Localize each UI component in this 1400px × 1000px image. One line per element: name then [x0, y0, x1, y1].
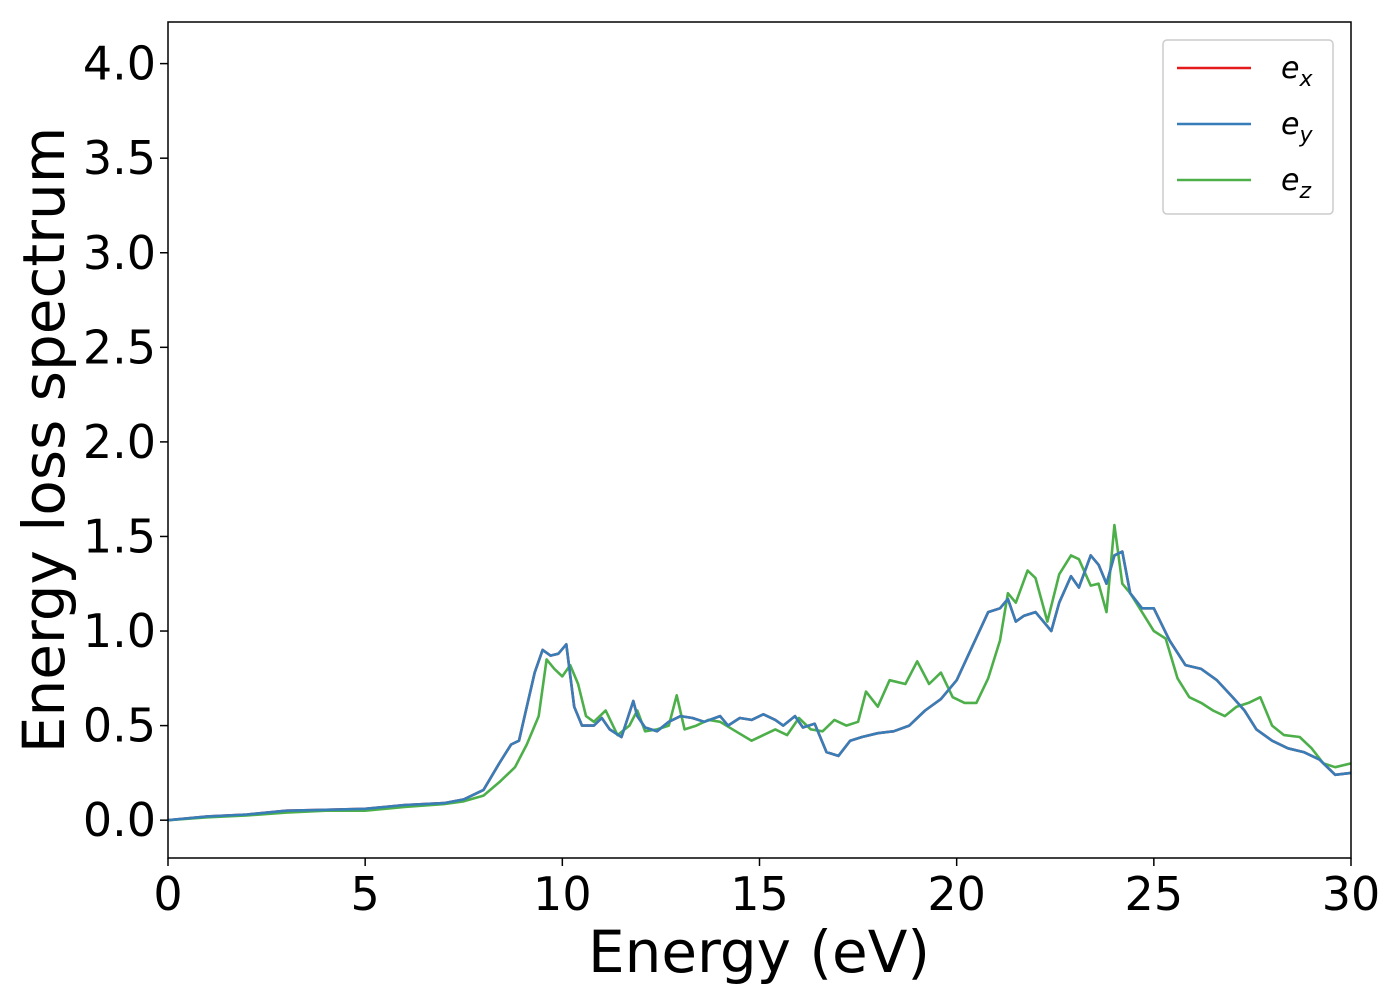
x-tick-label: 5	[351, 867, 380, 921]
series-line-e-x	[167, 550, 1352, 822]
x-axis-ticks: 0 5 10 15 20 25 30	[153, 858, 1380, 921]
x-tick-label: 0	[153, 867, 182, 921]
series-line-e-y	[167, 550, 1352, 822]
legend-label-e-z: ez	[1281, 163, 1311, 204]
legend-frame	[1162, 39, 1334, 215]
y-tick-label: 3.5	[83, 131, 156, 185]
y-tick-label: 1.0	[83, 604, 156, 658]
x-tick-label: 20	[927, 867, 986, 921]
x-axis-title: Energy (eV)	[588, 918, 930, 986]
y-tick-label: 0.0	[83, 793, 156, 847]
y-tick-label: 0.5	[83, 699, 156, 753]
series-layer	[167, 523, 1352, 822]
y-tick-label: 3.0	[83, 226, 156, 280]
series-line-e-z	[167, 523, 1352, 822]
x-tick-label: 25	[1125, 867, 1184, 921]
y-axis-title: Energy loss spectrum	[10, 127, 78, 753]
x-tick-label: 30	[1322, 867, 1381, 921]
legend-label-e-y: ey	[1281, 107, 1313, 148]
legend-label-e-x: ex	[1281, 51, 1313, 92]
x-tick-label: 15	[730, 867, 789, 921]
y-tick-label: 4.0	[83, 37, 156, 91]
x-tick-label: 10	[533, 867, 592, 921]
y-tick-label: 2.0	[83, 415, 156, 469]
y-tick-label: 1.5	[83, 509, 156, 563]
legend: ex ey ez	[1162, 39, 1334, 215]
y-axis-ticks: 0.0 0.5 1.0 1.5 2.0 2.5 3.0 3.5 4.0	[83, 37, 168, 847]
y-tick-label: 2.5	[83, 320, 156, 374]
